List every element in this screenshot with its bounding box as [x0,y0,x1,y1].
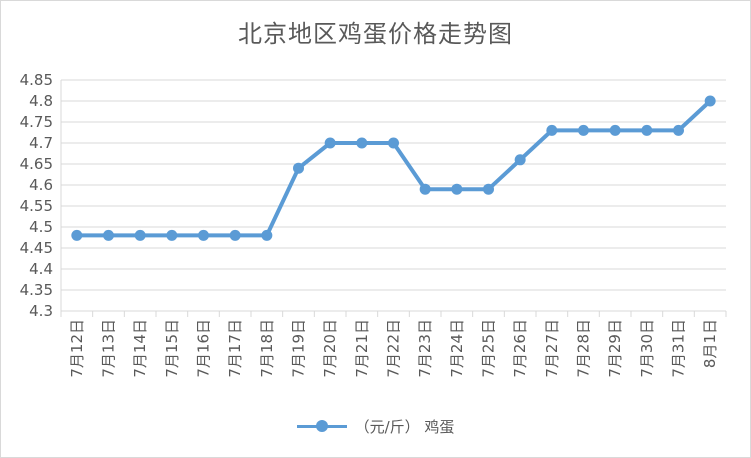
data-point [261,229,273,241]
data-point [483,183,494,195]
x-tick-label: 7月14日 [131,319,149,378]
data-point [673,124,684,136]
x-tick-label: 7月18日 [258,319,276,378]
series-line [74,99,713,238]
y-tick-label: 4.65 [20,155,53,173]
data-point [324,137,336,149]
data-point [356,137,368,149]
data-point [166,229,178,241]
data-point [134,229,146,241]
x-tick-label: 7月24日 [448,319,466,378]
x-tick-label: 7月19日 [290,319,308,378]
legend-label: （元/斤） 鸡蛋 [354,417,455,436]
data-point [198,229,209,241]
x-tick-label: 7月12日 [68,319,86,378]
x-tick-label: 7月17日 [226,319,244,378]
data-point [419,183,431,195]
data-point [229,229,241,241]
x-tick-label: 7月13日 [100,319,118,378]
legend: （元/斤） 鸡蛋 [0,414,751,438]
y-tick-label: 4.5 [29,218,53,236]
x-tick-label: 7月27日 [543,319,561,378]
chart-title: 北京地区鸡蛋价格走势图 [238,20,513,48]
y-tick-label: 4.75 [20,113,53,131]
x-tick-label: 7月31日 [670,319,688,378]
data-point [451,183,463,195]
x-tick-label: 7月26日 [511,319,529,378]
data-point [578,124,589,136]
y-tick-label: 4.55 [20,197,53,215]
data-point [546,124,558,136]
y-tick-label: 4.45 [20,239,53,257]
data-point [71,229,83,241]
y-tick-label: 4.85 [20,71,53,89]
x-tick-label: 7月28日 [575,319,593,378]
data-point [388,137,399,149]
x-tick-label: 7月15日 [163,319,181,378]
x-tick-label: 7月20日 [321,319,339,378]
y-tick-label: 4.8 [29,92,53,110]
data-point [641,124,653,136]
y-tick-label: 4.7 [29,134,53,152]
x-tick-label: 7月22日 [385,319,403,378]
data-point [293,162,304,174]
y-tick-label: 4.4 [29,260,53,278]
x-tick-label: 8月1日 [701,319,719,368]
y-tick-label: 4.6 [29,176,53,194]
data-point [704,95,716,107]
data-point [103,229,114,241]
y-tick-label: 4.35 [20,281,53,299]
x-tick-label: 7月30日 [638,319,656,378]
data-point [514,154,526,166]
legend-swatch [296,419,347,433]
y-tick-label: 4.3 [29,302,53,320]
x-tick-label: 7月21日 [353,319,371,378]
x-tick-label: 7月29日 [606,319,624,378]
x-tick-label: 7月16日 [195,319,213,378]
x-tick-label: 7月23日 [416,319,434,378]
data-point [609,124,621,136]
x-tick-label: 7月25日 [480,319,498,378]
